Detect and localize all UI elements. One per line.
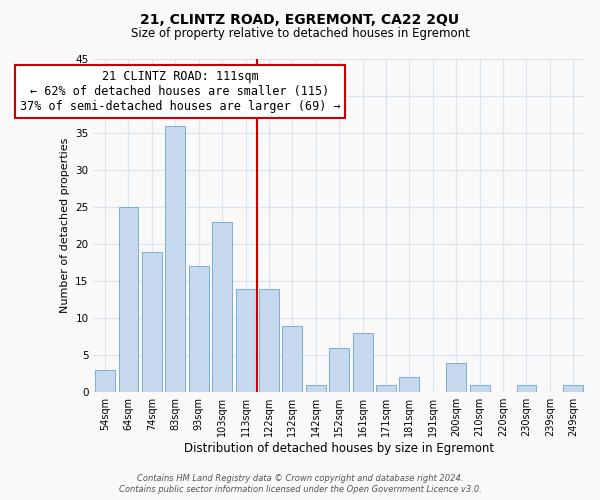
Bar [259, 288, 279, 392]
Bar [400, 378, 419, 392]
Bar [212, 222, 232, 392]
Bar [95, 370, 115, 392]
Text: 21 CLINTZ ROAD: 111sqm
← 62% of detached houses are smaller (115)
37% of semi-de: 21 CLINTZ ROAD: 111sqm ← 62% of detached… [20, 70, 340, 113]
Bar [329, 348, 349, 392]
Bar [306, 385, 326, 392]
Bar [563, 385, 583, 392]
Bar [142, 252, 162, 392]
Bar [119, 207, 139, 392]
Bar [376, 385, 396, 392]
Bar [166, 126, 185, 392]
Bar [470, 385, 490, 392]
Bar [236, 288, 256, 392]
Text: Contains HM Land Registry data © Crown copyright and database right 2024.
Contai: Contains HM Land Registry data © Crown c… [119, 474, 481, 494]
Text: 21, CLINTZ ROAD, EGREMONT, CA22 2QU: 21, CLINTZ ROAD, EGREMONT, CA22 2QU [140, 12, 460, 26]
Bar [283, 326, 302, 392]
Y-axis label: Number of detached properties: Number of detached properties [60, 138, 70, 314]
Bar [353, 333, 373, 392]
Bar [517, 385, 536, 392]
X-axis label: Distribution of detached houses by size in Egremont: Distribution of detached houses by size … [184, 442, 494, 455]
Bar [446, 362, 466, 392]
Text: Size of property relative to detached houses in Egremont: Size of property relative to detached ho… [131, 28, 469, 40]
Bar [189, 266, 209, 392]
